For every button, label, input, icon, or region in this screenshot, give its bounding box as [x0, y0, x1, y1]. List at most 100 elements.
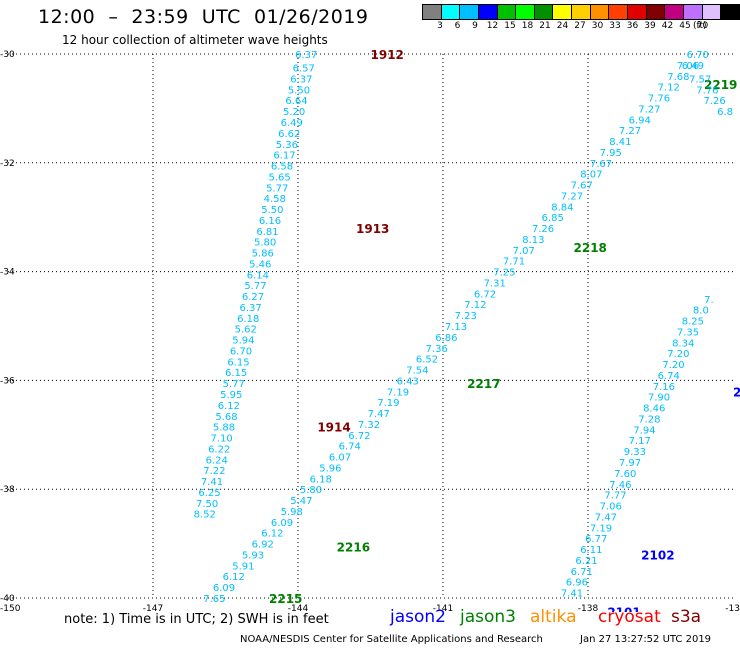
- legend-item-cryosat: cryosat: [598, 607, 661, 627]
- swh-data-label: 6.11: [580, 545, 602, 556]
- swh-data-label: 6.74: [658, 371, 680, 382]
- track-id-label: 1914: [317, 421, 350, 435]
- swh-data-label: 8.34: [672, 338, 694, 349]
- swh-data-label: 8.07: [580, 170, 602, 181]
- swh-data-label: 7.90: [648, 393, 670, 404]
- swh-data-label: 7.17: [629, 436, 651, 447]
- scale-label: 39: [644, 21, 656, 31]
- swh-data-label: 6.85: [542, 213, 564, 224]
- swh-data-label: 5.95: [220, 390, 242, 401]
- swh-data-label: 6.14: [247, 270, 269, 281]
- swh-data-label: 5.80: [254, 238, 276, 249]
- scale-label: 6: [454, 21, 461, 31]
- scale-swatch: [496, 4, 517, 20]
- swh-data-label: 7.97: [619, 458, 641, 469]
- scale-swatch: [571, 4, 591, 20]
- track-id-label: 2219: [704, 78, 737, 92]
- swh-data-label: 7.46: [609, 480, 631, 491]
- track-id-label: 2101: [607, 606, 640, 612]
- swh-data-label: 7.27: [638, 104, 660, 115]
- swh-data-label: 5.68: [215, 412, 237, 423]
- track-id-label: 1913: [356, 222, 389, 236]
- footer-credit: NOAA/NESDIS Center for Satellite Applica…: [240, 634, 543, 645]
- swh-data-label: 7.28: [638, 414, 660, 425]
- swh-data-label: 7.67: [590, 159, 612, 170]
- swh-data-label: 8.0: [693, 306, 709, 317]
- swh-data-label: 8.41: [609, 137, 631, 148]
- scale-label: 12: [486, 21, 499, 31]
- swh-data-label: 8.52: [194, 510, 216, 521]
- swh-data-label: 7.20: [662, 360, 684, 371]
- swh-data-label: 6.92: [252, 540, 274, 551]
- swh-data-label: 7.67: [571, 181, 593, 192]
- swh-data-label: 5.91: [232, 561, 254, 572]
- swh-data-label: 7.10: [210, 434, 232, 445]
- scale-label: 45: [679, 21, 691, 31]
- legend-item-jason2: jason2: [390, 607, 446, 627]
- swh-data-label: 7.68: [667, 72, 689, 83]
- x-tick-label: -141: [433, 604, 453, 612]
- swh-data-label: 7.27: [561, 191, 583, 202]
- swh-data-label: 7.94: [633, 425, 655, 436]
- swh-data-label: 6.09: [213, 583, 235, 594]
- swh-data-label: 7.19: [590, 523, 612, 534]
- swh-data-label: 6.37: [290, 74, 312, 85]
- scale-label: 18: [521, 21, 534, 31]
- scale-swatch: [477, 4, 498, 20]
- swh-data-label: 7.47: [368, 409, 390, 420]
- scale-swatch: [645, 4, 666, 20]
- swh-data-label: 6.17: [273, 151, 295, 162]
- swh-data-label: 7.76: [648, 94, 670, 105]
- chart-subtitle: 12 hour collection of altimeter wave hei…: [62, 33, 328, 47]
- swh-data-label: 6.70: [230, 346, 252, 357]
- track-id-label: 2215: [269, 592, 302, 606]
- swh-data-label: 5.50: [261, 205, 283, 216]
- track-id-label: 2218: [574, 241, 607, 255]
- swh-data-label: 7.16: [653, 382, 675, 393]
- swh-data-label: 9.33: [624, 447, 646, 458]
- swh-data-label: 6.18: [310, 474, 332, 485]
- swh-data-label: 6.62: [278, 129, 300, 140]
- swh-data-label: 6.96: [566, 578, 588, 589]
- swh-data-label: 5.77: [223, 379, 245, 390]
- swh-data-label: 7.19: [387, 387, 409, 398]
- x-tick-label: -147: [143, 604, 163, 612]
- swh-data-label: 6.77: [585, 534, 607, 545]
- legend-item-s3a: s3a: [671, 607, 702, 627]
- track-id-label: 2102: [641, 548, 674, 562]
- scale-swatch: [440, 4, 461, 20]
- swh-data-label: 6.49: [682, 61, 704, 72]
- swh-data-label: 7.12: [464, 300, 486, 311]
- color-scale-labels: 3 6 9 12 15 18 21 24 27 30 33 36 39 42 45 70: [422, 21, 740, 35]
- scale-label: 15: [504, 21, 516, 31]
- swh-data-label: 6.81: [256, 227, 278, 238]
- swh-data-label: 7.60: [614, 469, 636, 480]
- swh-data-label: 7.41: [561, 589, 583, 600]
- x-tick-label: -13: [725, 604, 740, 612]
- scale-label: 70: [696, 21, 709, 31]
- y-tick-label: -34: [0, 268, 15, 278]
- scale-swatch: [422, 4, 442, 20]
- swh-data-label: 5.65: [268, 172, 290, 183]
- track-id-label: 2216: [337, 540, 370, 554]
- swh-data-label: 8.84: [551, 202, 573, 213]
- swh-data-label: 7.12: [658, 83, 680, 94]
- scale-swatch: [627, 4, 647, 20]
- swh-data-label: 7.57: [689, 74, 711, 85]
- scale-label: 36: [626, 21, 639, 31]
- swh-data-label: 6.37: [295, 50, 317, 61]
- swh-data-label: 5.98: [281, 507, 303, 518]
- scale-swatch: [720, 4, 740, 20]
- swh-data-label: 7.06: [677, 61, 699, 72]
- swh-data-label: 6.58: [271, 162, 293, 173]
- swh-data-label: 7.26: [703, 96, 725, 107]
- swh-data-label: 5.80: [300, 485, 322, 496]
- swh-data-label: 7.31: [484, 278, 506, 289]
- footer-note: note: 1) Time is in UTC; 2) SWH is in fe…: [64, 612, 329, 627]
- swh-data-label: 6.15: [225, 368, 247, 379]
- scale-swatch: [515, 4, 535, 20]
- swh-data-label: 6.18: [237, 314, 259, 325]
- swh-data-label: 6.57: [293, 64, 315, 75]
- track-id-label: 1912: [371, 48, 404, 62]
- swh-data-label: 7.22: [203, 466, 225, 477]
